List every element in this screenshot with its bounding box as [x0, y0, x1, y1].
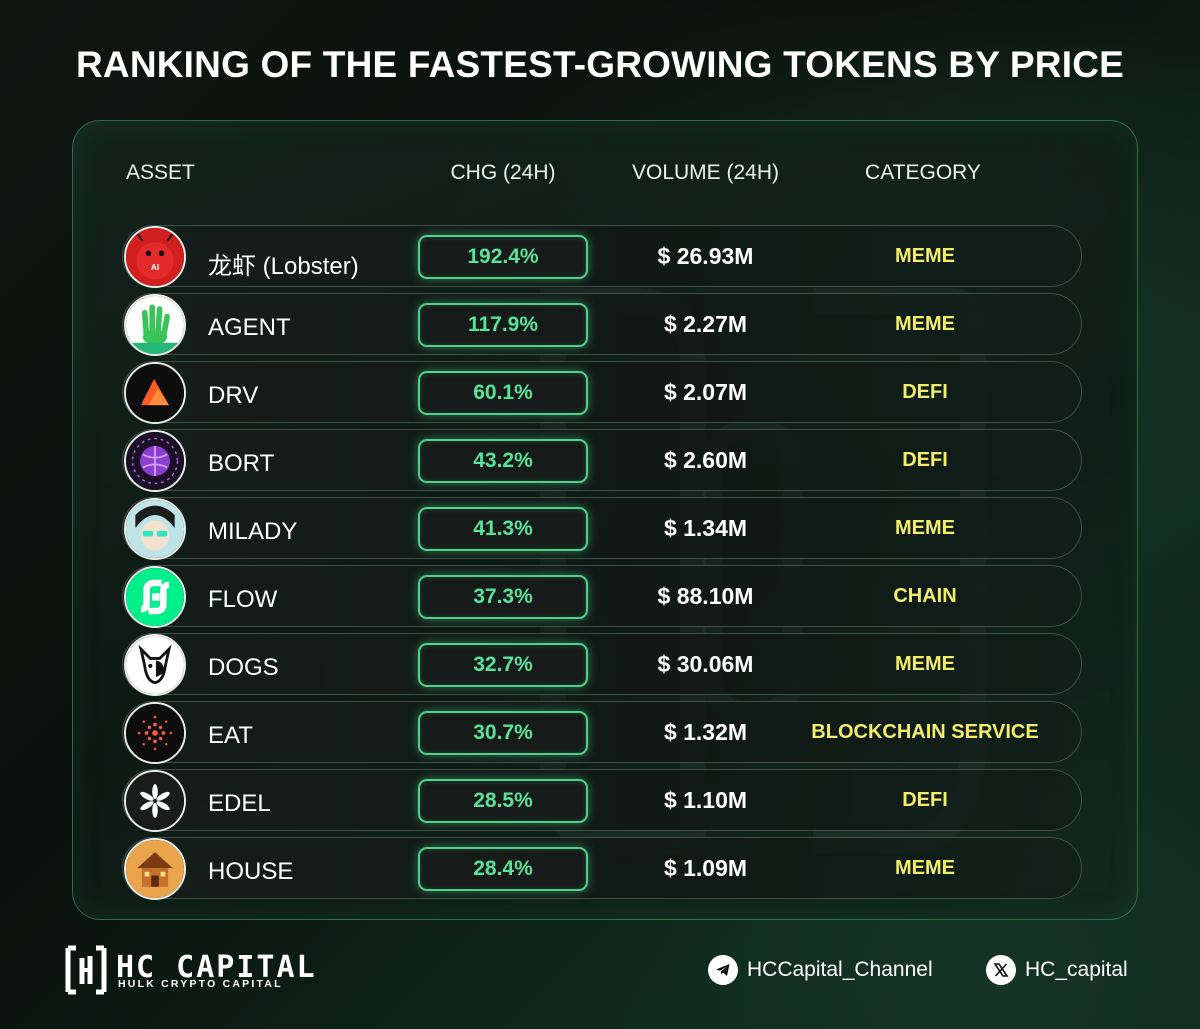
milady-token-icon: [124, 498, 186, 560]
change-badge: 43.2%: [418, 439, 588, 483]
category-label: DEFI: [902, 789, 948, 811]
svg-text:AI: AI: [151, 262, 159, 272]
table-header: ASSET CHG (24H) VOLUME (24H) CATEGORY: [73, 161, 1137, 191]
volume-value: $ 2.27M: [663, 311, 748, 337]
table-row: EAT 30.7% $ 1.32M BLOCKCHAIN SERVICE: [122, 701, 1082, 764]
table-row: BORT 43.2% $ 2.60M DEFI: [122, 429, 1082, 492]
change-badge: 192.4%: [418, 235, 588, 279]
category-label: CHAIN: [893, 585, 957, 607]
ranking-table-panel: ASSET CHG (24H) VOLUME (24H) CATEGORY AI…: [72, 120, 1138, 920]
table-row: FLOW 37.3% $ 88.10M CHAIN: [122, 565, 1082, 628]
bort-token-icon: [124, 430, 186, 492]
table-row: DOGS 32.7% $ 30.06M MEME: [122, 633, 1082, 696]
asset-name: BORT: [208, 450, 275, 477]
table-row: EDEL 28.5% $ 1.10M DEFI: [122, 769, 1082, 832]
asset-name: DRV: [208, 382, 259, 409]
agent-token-icon: [124, 294, 186, 356]
column-header-volume: VOLUME (24H): [631, 161, 780, 184]
edel-token-icon: [124, 770, 186, 832]
change-badge: 28.5%: [418, 779, 588, 823]
table-row: AGENT 117.9% $ 2.27M MEME: [122, 293, 1082, 356]
lobster-token-icon: AI: [124, 226, 186, 288]
drv-token-icon: [124, 362, 186, 424]
x-link[interactable]: HC_capital: [986, 955, 1128, 985]
column-header-change: CHG (24H): [450, 161, 556, 184]
brand-name: HC CAPITAL: [116, 950, 317, 985]
asset-name: EDEL: [208, 790, 271, 817]
table-row: MILADY 41.3% $ 1.34M MEME: [122, 497, 1082, 560]
eat-token-icon: [124, 702, 186, 764]
volume-value: $ 26.93M: [657, 243, 754, 269]
volume-value: $ 1.10M: [663, 787, 748, 813]
volume-value: $ 2.60M: [663, 447, 748, 473]
change-badge: 37.3%: [418, 575, 588, 619]
asset-name: EAT: [208, 722, 253, 749]
telegram-handle: HCCapital_Channel: [747, 958, 933, 981]
house-token-icon: [124, 838, 186, 900]
table-row: AI 龙虾 (Lobster) 192.4% $ 26.93M MEME: [122, 225, 1082, 288]
volume-value: $ 30.06M: [657, 651, 754, 677]
change-badge: 41.3%: [418, 507, 588, 551]
page-title: RANKING OF THE FASTEST-GROWING TOKENS BY…: [75, 44, 1125, 85]
change-badge: 28.4%: [418, 847, 588, 891]
asset-name: FLOW: [208, 586, 278, 613]
category-label: BLOCKCHAIN SERVICE: [811, 721, 1039, 743]
category-label: DEFI: [902, 381, 948, 403]
telegram-link[interactable]: HCCapital_Channel: [708, 955, 933, 985]
volume-value: $ 1.09M: [663, 855, 748, 881]
brand-tagline: HULK CRYPTO CAPITAL: [118, 978, 283, 990]
change-badge: 117.9%: [418, 303, 588, 347]
category-label: MEME: [895, 313, 955, 335]
category-label: MEME: [895, 517, 955, 539]
volume-value: $ 2.07M: [663, 379, 748, 405]
volume-value: $ 1.32M: [663, 719, 748, 745]
dogs-token-icon: [124, 634, 186, 696]
hc-capital-logo-icon: [65, 945, 107, 995]
telegram-icon: [708, 955, 738, 985]
change-badge: 60.1%: [418, 371, 588, 415]
category-label: MEME: [895, 857, 955, 879]
asset-name: HOUSE: [208, 858, 294, 885]
category-label: DEFI: [902, 449, 948, 471]
column-header-category: CATEGORY: [865, 161, 981, 184]
x-icon: [986, 955, 1016, 985]
volume-value: $ 88.10M: [657, 583, 754, 609]
x-handle: HC_capital: [1025, 958, 1128, 981]
volume-value: $ 1.34M: [663, 515, 748, 541]
category-label: MEME: [895, 245, 955, 267]
change-badge: 32.7%: [418, 643, 588, 687]
asset-name: MILADY: [208, 518, 298, 545]
asset-name: AGENT: [208, 314, 291, 341]
column-header-asset: ASSET: [126, 161, 195, 184]
table-row: HOUSE 28.4% $ 1.09M MEME: [122, 837, 1082, 900]
change-badge: 30.7%: [418, 711, 588, 755]
flow-token-icon: [124, 566, 186, 628]
asset-name: DOGS: [208, 654, 279, 681]
category-label: MEME: [895, 653, 955, 675]
asset-name: 龙虾 (Lobster): [208, 253, 359, 280]
table-row: DRV 60.1% $ 2.07M DEFI: [122, 361, 1082, 424]
